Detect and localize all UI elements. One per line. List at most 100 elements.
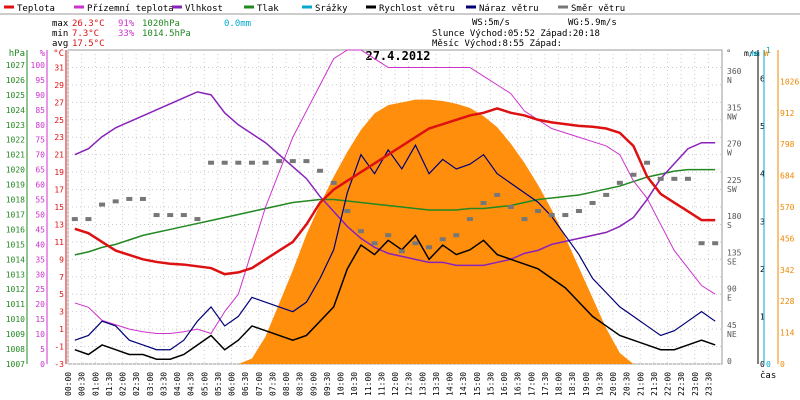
series-humidity	[74, 91, 716, 267]
humidity-axis-tick: 30	[35, 270, 45, 279]
wind-direction-point	[439, 237, 446, 242]
x-axis-tick: 18:30	[568, 372, 577, 396]
x-axis-tick: 23:30	[704, 372, 713, 396]
legend-item: Směr větru	[571, 4, 625, 14]
min-temp: 7.3°C	[72, 29, 99, 39]
temperature-axis-tick: 17	[54, 186, 64, 195]
direction-axis-tick: 225	[727, 176, 742, 185]
temperature-axis-tick: 25	[54, 116, 64, 125]
chart-title: 27.4.2012	[365, 49, 430, 63]
direction-axis-tick: E	[727, 294, 732, 303]
min-pressure: 1014.5hPa	[142, 29, 191, 39]
radiation-axis-tick: 912	[780, 109, 795, 118]
radiation-axis-tick: 684	[780, 172, 795, 181]
x-axis-tick: 00:00	[64, 372, 73, 396]
pressure-axis-tick: 1012	[6, 285, 25, 294]
x-axis-tick: 17:30	[541, 372, 550, 396]
temperature-axis-tick: 15	[54, 203, 64, 212]
x-axis-tick: 04:30	[187, 372, 196, 396]
legend-item: Vlhkost	[185, 4, 223, 14]
x-axis-tick: 16:30	[514, 372, 523, 396]
rain-axis-label: mm	[750, 49, 760, 58]
temperature-axis-tick: -3	[54, 360, 64, 369]
pressure-axis-tick: 1016	[6, 225, 25, 234]
wind-direction-point	[426, 245, 433, 250]
wind-direction-point	[112, 199, 119, 204]
wind-direction-point	[71, 217, 78, 222]
x-axis-tick: 12:00	[391, 372, 400, 396]
wind-direction-point	[126, 196, 133, 201]
x-axis-tick: 00:30	[78, 372, 87, 396]
x-axis-tick: 03:30	[159, 372, 168, 396]
legend: Teplota Přízemní teplota Vlhkost Tlak Srážky…	[0, 0, 800, 15]
legend-item: Tlak	[257, 4, 279, 14]
wind-direction-point	[398, 249, 405, 254]
rain-axis-tick: 1	[766, 46, 771, 55]
x-axis-tick: 12:30	[405, 372, 414, 396]
wind-direction-point	[371, 241, 378, 246]
temperature-axis-tick: 7	[59, 273, 64, 282]
wind-direction-point	[412, 241, 419, 246]
pressure-axis-tick: 1017	[6, 210, 25, 219]
rain-axis-tick: 0	[766, 360, 771, 369]
x-axis-tick: 07:00	[255, 372, 264, 396]
wind-direction-point	[99, 202, 106, 207]
wind-direction-point	[712, 241, 719, 246]
x-axis-tick: 13:30	[432, 372, 441, 396]
legend-bg	[0, 0, 800, 14]
pressure-axis-tick: 1024	[6, 106, 25, 115]
wind-axis-label: m/s	[744, 49, 759, 58]
humidity-axis-tick: 75	[35, 136, 45, 145]
humidity-axis-tick: 50	[35, 210, 45, 219]
pressure-axis-tick: 1010	[6, 315, 25, 324]
x-axis-tick: 21:00	[636, 372, 645, 396]
x-axis-tick: 11:30	[377, 372, 386, 396]
x-axis-tick: 20:30	[623, 372, 632, 396]
wind-direction-point	[85, 217, 92, 222]
wind-direction-point	[644, 160, 651, 165]
x-axis-tick: 20:00	[609, 372, 618, 396]
max-humidity: 91%	[118, 19, 135, 29]
wind-direction-point	[235, 160, 242, 165]
x-axis-tick: 10:00	[337, 372, 346, 396]
temperature-axis-tick: 19	[54, 168, 64, 177]
pressure-axis-tick: 1007	[6, 360, 25, 369]
wind-direction-point	[276, 159, 283, 164]
x-axis-tick: 02:00	[119, 372, 128, 396]
humidity-axis-tick: 20	[35, 300, 45, 309]
humidity-axis-tick: 95	[35, 76, 45, 85]
pressure-axis-tick: 1008	[6, 345, 25, 354]
radiation-axis-tick: 114	[780, 329, 795, 338]
wind-direction-point	[167, 213, 174, 218]
humidity-axis-tick: 55	[35, 196, 45, 205]
pressure-axis-tick: 1019	[6, 181, 25, 190]
wind-direction-point	[303, 159, 310, 164]
temperature-axis-tick: 29	[54, 81, 64, 90]
humidity-axis-tick: 40	[35, 240, 45, 249]
x-axis-tick: 07:30	[268, 372, 277, 396]
pressure-axis-tick: 1011	[6, 300, 25, 309]
x-axis-tick: 08:30	[296, 372, 305, 396]
temperature-axis-tick: 9	[59, 255, 64, 264]
wind-axis-tick: 5	[760, 122, 765, 131]
humidity-axis-tick: 10	[35, 330, 45, 339]
pressure-axis-tick: 1027	[6, 61, 25, 70]
pressure-axis-tick: 1021	[6, 151, 25, 160]
radiation-area	[74, 99, 716, 364]
direction-axis-tick: W	[727, 149, 732, 158]
x-axis-tick: 15:00	[473, 372, 482, 396]
x-axis-tick: 17:00	[527, 372, 536, 396]
wind-axis-tick: 2	[760, 265, 765, 274]
wind-direction-point	[208, 160, 215, 165]
wind-direction-point	[548, 213, 555, 218]
pressure-axis-tick: 1023	[6, 121, 25, 130]
legend-item: Přízemní teplota	[87, 4, 174, 14]
pressure-axis-tick: 1009	[6, 330, 25, 339]
avg-label: avg	[52, 39, 68, 49]
wind-direction-point	[221, 160, 228, 165]
x-axis-tick: 09:00	[309, 372, 318, 396]
pressure-axis-tick: 1015	[6, 240, 25, 249]
temperature-axis-label: °C	[53, 49, 64, 59]
x-axis-tick: 13:00	[418, 372, 427, 396]
